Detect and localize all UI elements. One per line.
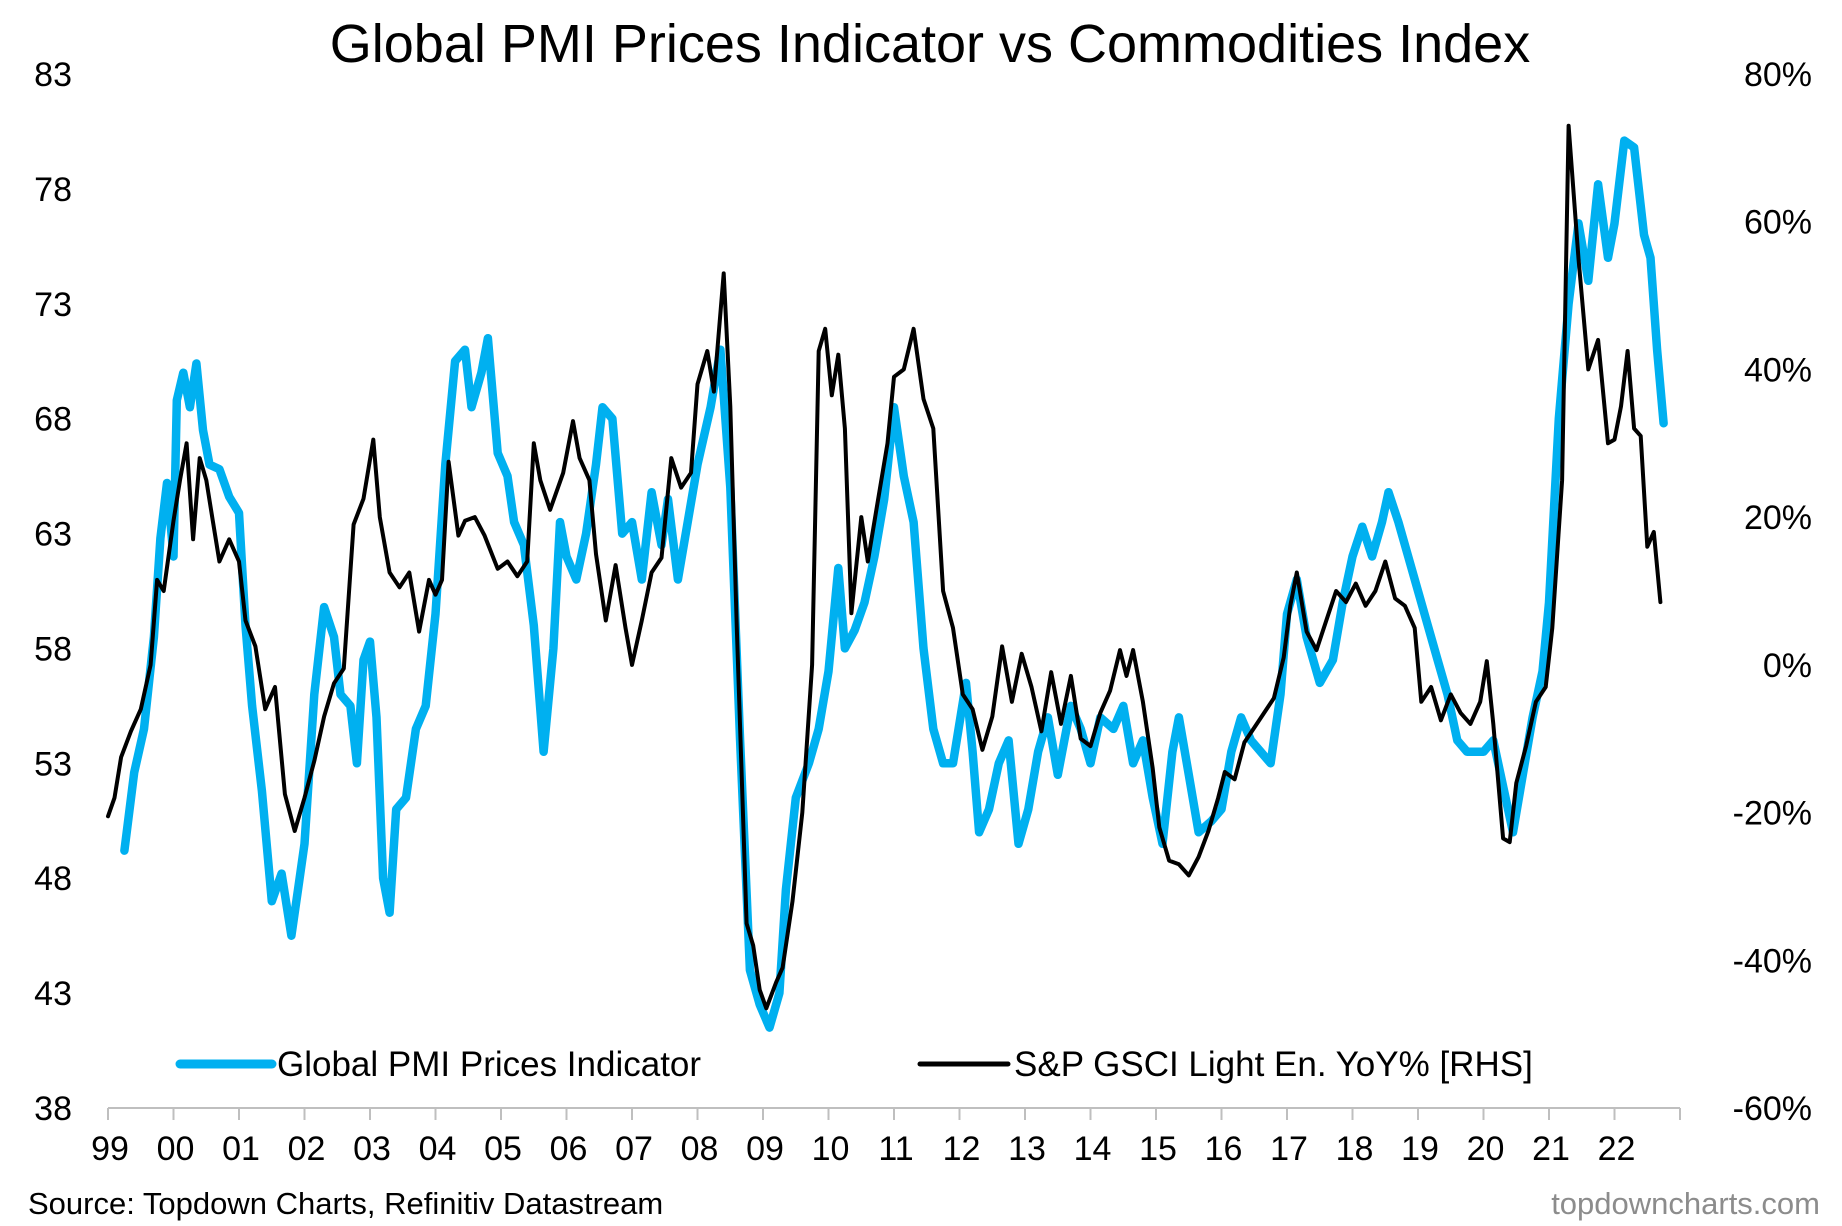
right-axis-tick-label: 60% bbox=[1744, 204, 1812, 242]
x-axis-tick-label: 02 bbox=[288, 1130, 326, 1168]
x-axis-tick-label: 01 bbox=[222, 1130, 260, 1168]
legend-label-pmi: Global PMI Prices Indicator bbox=[277, 1045, 701, 1084]
x-axis-tick-label: 04 bbox=[419, 1130, 457, 1168]
left-axis-ticks: 83 78 73 68 63 58 53 48 43 38 bbox=[34, 56, 72, 1128]
x-axis-tick-label: 00 bbox=[157, 1130, 195, 1168]
left-axis-tick-label: 63 bbox=[34, 516, 72, 554]
x-axis-tick-label: 21 bbox=[1532, 1130, 1570, 1168]
left-axis-tick-label: 68 bbox=[34, 401, 72, 439]
x-axis-tick-label: 10 bbox=[812, 1130, 850, 1168]
x-axis-tick-label: 20 bbox=[1467, 1130, 1505, 1168]
x-axis-tick-label: 19 bbox=[1401, 1130, 1439, 1168]
right-axis-tick-label: 80% bbox=[1744, 56, 1812, 94]
x-axis-tick-label: 06 bbox=[550, 1130, 588, 1168]
right-axis-tick-label: 40% bbox=[1744, 351, 1812, 389]
x-axis-tick-label: 08 bbox=[681, 1130, 719, 1168]
left-axis-tick-label: 58 bbox=[34, 630, 72, 668]
left-axis-tick-label: 73 bbox=[34, 286, 72, 324]
right-axis-tick-label: -60% bbox=[1733, 1090, 1812, 1128]
x-axis-tick-label: 15 bbox=[1139, 1130, 1177, 1168]
series-line-gsci bbox=[106, 123, 1663, 1011]
right-axis-tick-label: -40% bbox=[1733, 942, 1812, 980]
legend-label-gsci: S&P GSCI Light En. YoY% [RHS] bbox=[1014, 1045, 1533, 1084]
legend: Global PMI Prices Indicator S&P GSCI Lig… bbox=[175, 1045, 1533, 1084]
left-axis-tick-label: 38 bbox=[34, 1090, 72, 1128]
x-axis-tick-label: 18 bbox=[1336, 1130, 1374, 1168]
left-axis-tick-label: 48 bbox=[34, 860, 72, 898]
x-axis-tick-label: 17 bbox=[1270, 1130, 1308, 1168]
right-axis-ticks: 80% 60% 40% 20% 0% -20% -40% -60% bbox=[1733, 56, 1812, 1128]
source-note: Source: Topdown Charts, Refinitiv Datast… bbox=[28, 1186, 663, 1221]
x-axis-tick-label: 14 bbox=[1074, 1130, 1112, 1168]
x-axis-tick-label: 05 bbox=[484, 1130, 522, 1168]
left-axis-tick-label: 78 bbox=[34, 171, 72, 209]
x-axis-tick-label: 16 bbox=[1205, 1130, 1243, 1168]
x-axis-tick-label: 99 bbox=[91, 1130, 129, 1168]
x-axis-tick-label: 09 bbox=[746, 1130, 784, 1168]
right-axis-tick-label: -20% bbox=[1733, 795, 1812, 833]
left-axis-tick-label: 43 bbox=[34, 975, 72, 1013]
chart-title: Global PMI Prices Indicator vs Commoditi… bbox=[330, 14, 1530, 74]
x-axis-tick-label: 11 bbox=[878, 1130, 913, 1168]
series-line-pmi bbox=[120, 136, 1668, 1032]
x-axis-tick-label: 13 bbox=[1008, 1130, 1046, 1168]
x-axis-tick-label: 03 bbox=[353, 1130, 391, 1168]
right-axis-tick-label: 20% bbox=[1744, 499, 1812, 537]
x-axis-tick-label: 12 bbox=[943, 1130, 981, 1168]
brand-watermark: topdowncharts.com bbox=[1551, 1186, 1820, 1221]
x-axis-tick-label: 07 bbox=[615, 1130, 653, 1168]
left-axis-tick-label: 83 bbox=[34, 56, 72, 94]
right-axis-tick-label: 0% bbox=[1763, 647, 1812, 685]
x-axis-tick-label: 22 bbox=[1598, 1130, 1636, 1168]
x-axis-ticks: 99 00 01 02 03 04 05 06 07 08 09 10 11 12 13 14 15 16 17 18… bbox=[91, 1108, 1681, 1168]
left-axis-tick-label: 53 bbox=[34, 745, 72, 783]
series-layer bbox=[106, 123, 1668, 1032]
